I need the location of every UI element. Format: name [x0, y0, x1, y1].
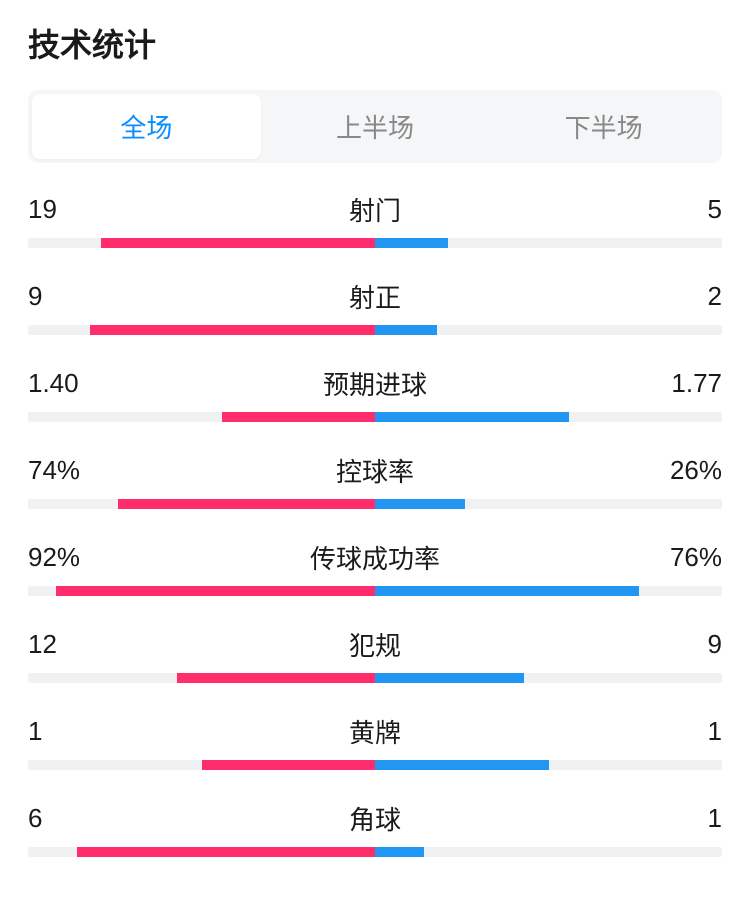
stat-bar: [28, 238, 722, 248]
stat-value-right: 1: [662, 716, 722, 747]
stat-bar: [28, 499, 722, 509]
stat-bar: [28, 325, 722, 335]
stat-value-right: 5: [662, 194, 722, 225]
stat-row: 9射正2: [28, 278, 722, 335]
stat-label: 角球: [88, 800, 662, 837]
bar-left-fill: [101, 238, 375, 248]
stat-row: 12犯规9: [28, 626, 722, 683]
stat-bar: [28, 673, 722, 683]
bar-right-fill: [375, 412, 569, 422]
tab-period-2[interactable]: 下半场: [489, 94, 718, 159]
stat-value-right: 2: [662, 281, 722, 312]
stat-value-left: 1.40: [28, 368, 88, 399]
stat-value-left: 19: [28, 194, 88, 225]
page-title: 技术统计: [28, 20, 722, 66]
stat-label: 传球成功率: [88, 539, 662, 576]
stat-value-right: 76%: [662, 542, 722, 573]
stat-row: 92%传球成功率76%: [28, 539, 722, 596]
bar-left-fill: [177, 673, 375, 683]
stat-value-left: 92%: [28, 542, 88, 573]
stat-bar: [28, 847, 722, 857]
bar-right-fill: [375, 847, 424, 857]
stat-value-left: 1: [28, 716, 88, 747]
stat-row: 1黄牌1: [28, 713, 722, 770]
stat-value-left: 74%: [28, 455, 88, 486]
bar-left-fill: [118, 499, 375, 509]
stat-value-left: 12: [28, 629, 88, 660]
bar-right-fill: [375, 760, 549, 770]
bar-left-fill: [202, 760, 376, 770]
stat-label: 黄牌: [88, 713, 662, 750]
tab-period-0[interactable]: 全场: [32, 94, 261, 159]
bar-right-fill: [375, 238, 448, 248]
stat-value-right: 1: [662, 803, 722, 834]
stat-value-left: 9: [28, 281, 88, 312]
bar-right-fill: [375, 499, 465, 509]
stat-value-right: 26%: [662, 455, 722, 486]
stat-label: 预期进球: [88, 365, 662, 402]
stat-label: 射门: [88, 191, 662, 228]
tab-period-1[interactable]: 上半场: [261, 94, 490, 159]
bar-left-fill: [90, 325, 375, 335]
period-tabs: 全场上半场下半场: [28, 90, 722, 163]
stat-label: 控球率: [88, 452, 662, 489]
bar-right-fill: [375, 673, 524, 683]
bar-left-fill: [56, 586, 375, 596]
stat-bar: [28, 760, 722, 770]
bar-left-fill: [222, 412, 375, 422]
stat-bar: [28, 586, 722, 596]
stat-row: 74%控球率26%: [28, 452, 722, 509]
stat-row: 6角球1: [28, 800, 722, 857]
bar-left-fill: [77, 847, 375, 857]
stat-bar: [28, 412, 722, 422]
bar-right-fill: [375, 325, 437, 335]
stat-value-right: 1.77: [662, 368, 722, 399]
stats-list: 19射门59射正21.40预期进球1.7774%控球率26%92%传球成功率76…: [28, 191, 722, 857]
stat-label: 犯规: [88, 626, 662, 663]
stat-value-right: 9: [662, 629, 722, 660]
stat-value-left: 6: [28, 803, 88, 834]
bar-right-fill: [375, 586, 639, 596]
stat-label: 射正: [88, 278, 662, 315]
stat-row: 19射门5: [28, 191, 722, 248]
stat-row: 1.40预期进球1.77: [28, 365, 722, 422]
